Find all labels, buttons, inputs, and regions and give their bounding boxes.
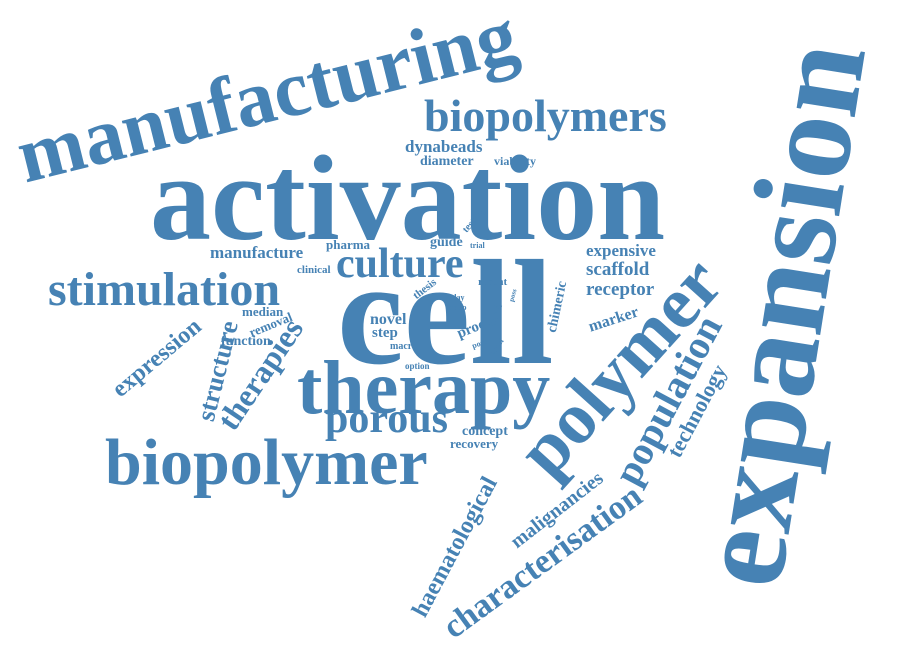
word-culture: culture bbox=[336, 241, 464, 287]
word-viability: viability bbox=[494, 154, 537, 168]
word-porous: porous bbox=[325, 396, 448, 442]
word-guide: guide bbox=[430, 235, 463, 250]
word-scaffold: scaffold bbox=[586, 259, 650, 280]
word-clinical: clinical bbox=[297, 264, 331, 276]
word-macro: macro bbox=[390, 341, 418, 352]
word-recent: recent bbox=[478, 276, 508, 288]
word-ratio: ratio bbox=[450, 303, 467, 312]
word-expensive: expensive bbox=[586, 241, 656, 260]
word-biopolymers: biopolymers bbox=[424, 90, 667, 141]
word-stimulation: stimulation bbox=[48, 263, 281, 316]
word-median: median bbox=[242, 304, 284, 319]
word-day: day bbox=[452, 293, 465, 302]
word-biopolymer: biopolymer bbox=[105, 426, 428, 499]
word-function: function bbox=[221, 334, 271, 349]
word-pharma: pharma bbox=[326, 237, 371, 252]
word-concept: concept bbox=[462, 424, 508, 439]
word-option: option bbox=[405, 361, 430, 371]
word-receptor: receptor bbox=[586, 279, 655, 300]
word-dynabeads: dynabeads bbox=[405, 137, 483, 156]
word-manufacture: manufacture bbox=[210, 243, 304, 262]
word-cell: cell bbox=[337, 230, 554, 396]
word-novel: novel bbox=[370, 311, 407, 328]
word-trial: trial bbox=[470, 241, 485, 250]
word-diameter: diameter bbox=[420, 154, 474, 169]
word-activation: activation bbox=[150, 131, 666, 266]
word-step: step bbox=[372, 325, 398, 341]
word-recovery: recovery bbox=[450, 436, 499, 451]
word-therapy: therapy bbox=[297, 346, 551, 430]
